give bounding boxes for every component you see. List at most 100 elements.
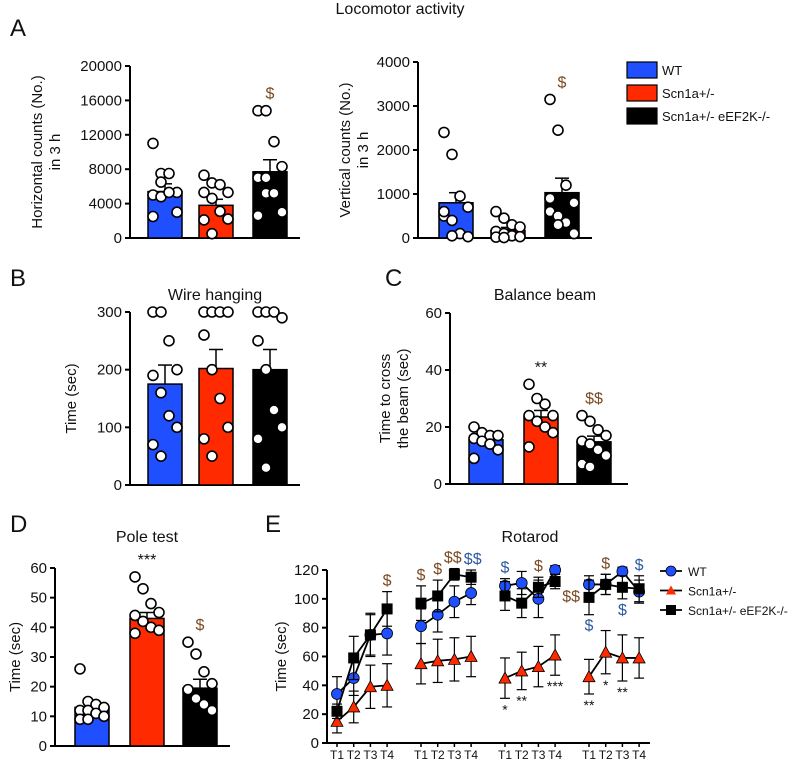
data-point-scn1a-eef2k	[499, 590, 511, 602]
data-point	[198, 433, 210, 445]
data-point-scn1a	[582, 669, 596, 683]
y-tick-label: 20	[30, 679, 47, 696]
data-point-scn1a-eef2k	[448, 568, 460, 580]
data-point	[163, 167, 175, 180]
y-tick-label: 100	[97, 419, 122, 436]
bar-wt	[147, 383, 183, 486]
data-point	[147, 369, 159, 382]
data-point	[552, 219, 564, 231]
significance-marker: $$	[464, 551, 482, 568]
y-axis-label: Time (sec)	[63, 363, 80, 433]
data-point	[584, 438, 596, 450]
data-point	[276, 421, 288, 434]
data-point-scn1a-eef2k	[616, 581, 628, 593]
series-line	[504, 654, 556, 679]
data-point-scn1a-eef2k	[465, 571, 477, 583]
significance-marker: $$	[444, 550, 462, 567]
data-point	[214, 392, 226, 405]
data-point	[129, 627, 141, 640]
x-tick-label: T3	[363, 748, 377, 760]
data-point	[276, 206, 288, 218]
y-axis-label: Horizontal counts (No.)	[29, 75, 46, 228]
significance-marker: $	[266, 86, 275, 103]
y-tick-label: 60	[302, 649, 319, 666]
data-point	[454, 190, 466, 202]
data-point	[206, 704, 218, 717]
data-point-scn1a	[431, 653, 445, 667]
y-tick-label: 120	[294, 562, 319, 579]
y-tick-label: 100	[294, 591, 319, 608]
data-point	[468, 452, 480, 465]
data-point	[576, 409, 588, 422]
legend-label: WT	[662, 63, 682, 78]
significance-marker: $	[501, 560, 510, 577]
data-point	[438, 205, 450, 218]
legend-marker	[666, 605, 676, 615]
significance-marker: **	[516, 693, 527, 709]
significance-marker: $	[196, 617, 205, 634]
data-point-scn1a-eef2k	[549, 576, 561, 588]
data-point	[531, 392, 543, 405]
data-point	[568, 197, 580, 209]
y-tick-label: 0	[114, 477, 122, 494]
chart-title: Locomotor activity	[336, 1, 465, 18]
x-tick-label: T2	[599, 748, 613, 760]
data-point	[153, 624, 165, 637]
bar-scn1a	[129, 617, 165, 747]
data-point	[198, 666, 210, 678]
data-point	[268, 306, 280, 318]
y-axis-label: in 3 h	[355, 132, 372, 169]
data-point	[198, 698, 210, 711]
data-point	[198, 169, 210, 182]
legend-label: Scn1a+/-	[688, 585, 736, 599]
legend-label: WT	[688, 565, 707, 579]
y-axis-label: in 3 h	[47, 134, 64, 171]
data-point-scn1a-eef2k	[532, 581, 544, 593]
data-point-scn1a	[330, 714, 344, 727]
y-tick-label: 20000	[80, 58, 122, 75]
y-tick-label: 0	[402, 230, 410, 247]
panel-letter: C	[385, 265, 402, 292]
data-point	[492, 443, 504, 456]
data-point-scn1a	[414, 656, 428, 670]
significance-marker: ***	[547, 678, 564, 694]
data-point	[268, 187, 280, 200]
data-point	[82, 713, 94, 726]
y-tick-label: 1000	[377, 186, 410, 203]
significance-marker: $	[585, 618, 594, 635]
significance-marker: $	[601, 555, 610, 572]
panel-D: Pole test D 0 10 20 30 40 50 60 Time (sec) *** $	[7, 511, 230, 755]
data-point	[276, 311, 288, 324]
panel-B: Wire hanging B 0 100 200 300 Time (sec)	[10, 265, 300, 494]
y-axis-label: Time to cross	[377, 354, 394, 443]
series-line	[336, 608, 388, 712]
y-tick-label: 50	[30, 590, 47, 607]
data-point	[462, 201, 474, 213]
significance-marker: $	[618, 602, 627, 619]
series-line	[588, 651, 640, 678]
y-tick-label: 80	[302, 620, 319, 637]
y-tick-label: 3000	[377, 98, 410, 115]
data-point	[490, 205, 502, 218]
data-point-wt	[381, 627, 394, 640]
significance-marker: **	[535, 359, 547, 376]
data-point	[206, 677, 218, 690]
data-point-scn1a	[380, 678, 394, 691]
legend-marker	[665, 565, 677, 577]
data-point	[268, 404, 280, 416]
data-point-wt	[448, 595, 461, 608]
y-tick-label: 4000	[377, 54, 410, 71]
data-point	[163, 186, 175, 199]
data-point-scn1a-eef2k	[348, 652, 360, 664]
x-tick-label: T3	[615, 748, 629, 760]
x-tick-label: T1	[498, 748, 512, 760]
chart-title: Balance beam	[494, 287, 596, 304]
data-point	[468, 421, 480, 433]
data-point-scn1a	[599, 645, 613, 658]
y-tick-label: 12000	[80, 127, 122, 144]
x-tick-label: T4	[548, 748, 562, 760]
data-point	[568, 227, 580, 240]
data-point	[539, 421, 551, 433]
y-tick-label: 0	[434, 476, 442, 493]
